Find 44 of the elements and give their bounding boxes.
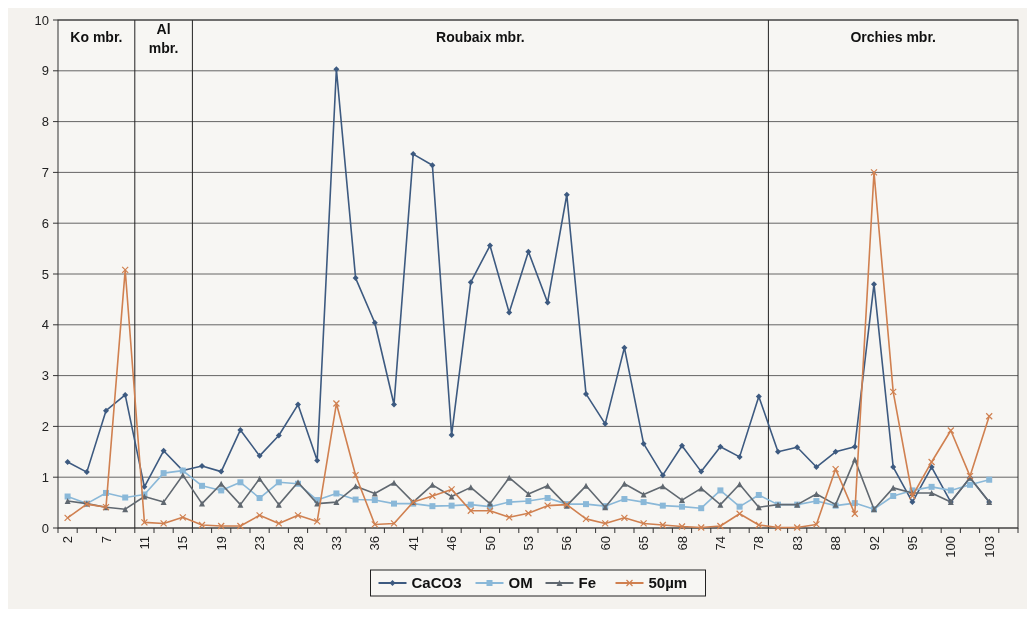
y-tick-label: 3 [41,368,49,384]
y-tick-label: 6 [41,215,49,231]
y-tick-label: 5 [41,266,49,282]
x-tick-label: 65 [636,536,652,551]
x-tick-label: 36 [367,536,383,551]
x-tick-label: 95 [904,536,920,551]
y-tick-label: 2 [41,418,49,434]
x-tick-label: 83 [789,536,805,551]
x-tick-label: 7 [98,536,114,544]
x-tick-label: 68 [674,536,690,551]
x-tick-label: 41 [405,536,421,551]
legend-label: CaCO3 [411,574,462,592]
x-tick-label: 88 [828,536,844,551]
annotation: Ko mbr. [70,29,123,45]
y-tick-label: 9 [41,63,49,79]
x-tick-label: 53 [520,536,536,551]
y-tick-label: 7 [41,164,49,180]
x-tick-label: 19 [213,536,229,551]
x-tick-label: 78 [751,536,767,551]
legend-label: Fe [578,574,597,592]
y-tick-label: 1 [41,469,49,485]
x-tick-label: 60 [597,536,613,551]
y-tick-label: 4 [41,317,49,333]
legend-label: 50µm [648,574,688,592]
y-tick-label: 10 [34,12,49,28]
x-tick-label: 50 [482,536,498,551]
annotation: Orchies mbr. [850,29,936,45]
legend-label: OM [508,574,533,592]
x-tick-label: 28 [290,536,306,551]
y-tick-label: 8 [41,114,49,130]
x-tick-label: 11 [136,536,152,550]
x-tick-label: 100 [943,536,959,558]
x-tick-label: 15 [175,536,191,551]
x-tick-label: 103 [981,536,997,558]
x-tick-label: 33 [328,536,344,551]
x-tick-label: 2 [60,536,76,544]
x-tick-label: 92 [866,536,882,551]
x-tick-label: 46 [444,536,460,551]
y-tick-label: 0 [41,520,49,536]
annotation: Roubaix mbr. [436,29,525,45]
x-tick-label: 23 [252,536,268,551]
annotation: Al mbr. [148,21,179,56]
x-tick-label: 74 [712,536,728,551]
x-tick-label: 56 [559,536,575,551]
